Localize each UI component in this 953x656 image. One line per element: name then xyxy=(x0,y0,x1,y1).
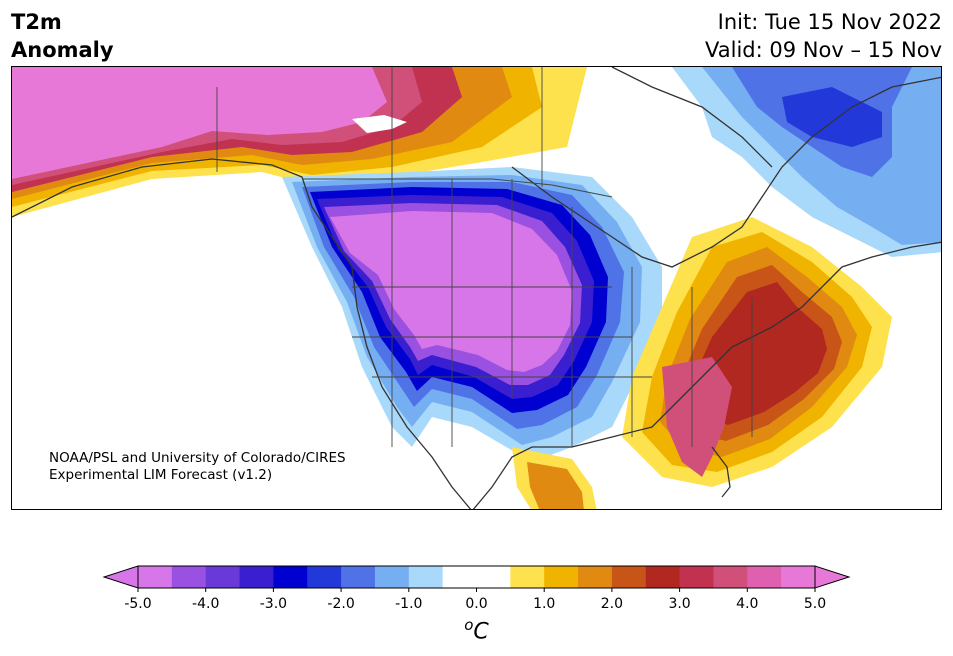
credit-line-1: NOAA/PSL and University of Colorado/CIRE… xyxy=(49,450,346,466)
colorbar-max-arrow xyxy=(814,565,851,589)
colorbar-segment xyxy=(408,566,444,588)
anomaly-map-svg xyxy=(12,67,941,509)
colorbar-segment xyxy=(578,566,613,588)
colorbar-segment xyxy=(510,566,545,588)
colorbar-segment xyxy=(239,566,274,588)
colorbar-svg: -5.0 -4.0 -3.0 -2.0 -1.0 0.0 1.0 2.0 3.0 4.0 5.0 xyxy=(102,565,851,612)
colorbar-segment xyxy=(713,566,748,588)
unit-superscript: o xyxy=(464,616,474,634)
credit-text: NOAA/PSL and University of Colorado/CIRE… xyxy=(49,450,346,484)
colorbar-min-arrow xyxy=(102,565,139,589)
map-title: T2m Anomaly xyxy=(11,8,114,64)
colorbar: -5.0 -4.0 -3.0 -2.0 -1.0 0.0 1.0 2.0 3.0 4.0 5.0 xyxy=(0,560,953,650)
colorbar-segment xyxy=(171,566,207,588)
colorbar-segment xyxy=(307,566,342,588)
init-date: Init: Tue 15 Nov 2022 xyxy=(717,10,942,34)
colorbar-segment xyxy=(747,566,782,588)
colorbar-segment xyxy=(138,566,173,588)
colorbar-segment xyxy=(544,566,579,588)
political-borders xyxy=(216,67,753,447)
colorbar-segment xyxy=(341,566,376,588)
colorbar-tick-label: -4.0 xyxy=(192,596,219,612)
colorbar-segment xyxy=(781,566,816,588)
colorbar-segment xyxy=(442,566,477,588)
valid-range: Valid: 09 Nov – 15 Nov xyxy=(705,38,942,62)
ne-cold-core xyxy=(782,87,882,147)
colorbar-segment xyxy=(611,566,647,588)
forecast-dates: Init: Tue 15 Nov 2022 Valid: 09 Nov – 15… xyxy=(705,8,942,64)
colorbar-segment xyxy=(645,566,681,588)
nw-warm-core xyxy=(12,67,387,179)
nw-white-patch xyxy=(352,115,407,133)
anomaly-map xyxy=(11,66,942,510)
se-warm-core xyxy=(662,357,732,477)
colorbar-tick-label: 2.0 xyxy=(601,596,623,612)
colorbar-tick-label: -5.0 xyxy=(124,596,151,612)
colorbar-unit: oC xyxy=(0,616,953,644)
coastline-lines xyxy=(12,67,941,509)
western-us-cold-core xyxy=(330,211,572,372)
credit-line-2: Experimental LIM Forecast (v1.2) xyxy=(49,467,273,483)
title-line-2: Anomaly xyxy=(11,38,114,62)
colorbar-tick-label: 3.0 xyxy=(668,596,690,612)
colorbar-segment xyxy=(273,566,308,588)
colorbar-tick-label: 0.0 xyxy=(465,596,487,612)
colorbar-tick-label: -1.0 xyxy=(395,596,422,612)
mexico-warm-2 xyxy=(527,462,584,509)
title-line-1: T2m xyxy=(11,10,62,34)
unit-base: C xyxy=(473,619,489,645)
colorbar-segment xyxy=(679,566,714,588)
colorbar-segment xyxy=(374,566,410,588)
colorbar-segment xyxy=(476,566,511,588)
colorbar-tick-label: -3.0 xyxy=(260,596,287,612)
colorbar-tick-label: 4.0 xyxy=(736,596,758,612)
colorbar-segment xyxy=(205,566,241,588)
colorbar-tick-label: -2.0 xyxy=(327,596,354,612)
colorbar-tick-label: 5.0 xyxy=(804,596,826,612)
colorbar-tick-label: 1.0 xyxy=(533,596,555,612)
